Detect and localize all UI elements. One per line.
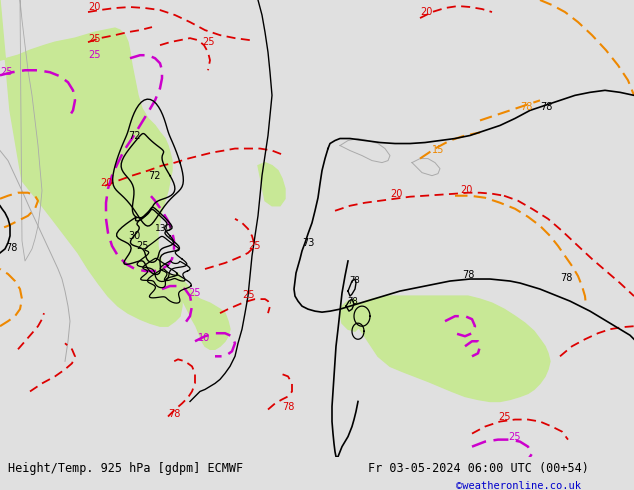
Polygon shape bbox=[348, 296, 550, 401]
Text: 20: 20 bbox=[390, 189, 403, 199]
Text: 25: 25 bbox=[88, 34, 101, 44]
Text: 78: 78 bbox=[347, 297, 358, 306]
Text: 78: 78 bbox=[462, 270, 474, 280]
Text: 78: 78 bbox=[282, 401, 294, 412]
Text: 25: 25 bbox=[508, 432, 521, 441]
Text: 25: 25 bbox=[242, 290, 254, 300]
Text: 25: 25 bbox=[248, 241, 261, 251]
Text: 72: 72 bbox=[128, 130, 141, 141]
Text: 78: 78 bbox=[5, 243, 17, 253]
Text: 72: 72 bbox=[148, 171, 160, 181]
Text: 78: 78 bbox=[168, 409, 181, 418]
Polygon shape bbox=[0, 0, 182, 326]
Text: 25: 25 bbox=[188, 288, 200, 298]
Text: 78: 78 bbox=[520, 102, 533, 112]
Text: 78: 78 bbox=[349, 276, 359, 285]
Text: 30: 30 bbox=[128, 231, 140, 241]
Text: 73: 73 bbox=[302, 238, 314, 248]
Text: 25: 25 bbox=[498, 412, 510, 421]
Polygon shape bbox=[172, 273, 230, 349]
Text: 25: 25 bbox=[202, 37, 214, 47]
Text: 20: 20 bbox=[88, 2, 100, 12]
Text: 20: 20 bbox=[420, 7, 432, 17]
Text: 78: 78 bbox=[540, 102, 552, 112]
Text: ©weatheronline.co.uk: ©weatheronline.co.uk bbox=[456, 481, 581, 490]
Text: 78: 78 bbox=[560, 273, 573, 283]
Text: Height/Temp. 925 hPa [gdpm] ECMWF: Height/Temp. 925 hPa [gdpm] ECMWF bbox=[8, 462, 243, 475]
Text: 20: 20 bbox=[460, 185, 472, 195]
Text: 25: 25 bbox=[136, 241, 148, 251]
Polygon shape bbox=[340, 299, 362, 331]
Text: 15: 15 bbox=[432, 145, 444, 154]
Text: 20: 20 bbox=[100, 178, 112, 188]
Text: Fr 03-05-2024 06:00 UTC (00+54): Fr 03-05-2024 06:00 UTC (00+54) bbox=[368, 462, 588, 475]
Polygon shape bbox=[258, 163, 285, 206]
Text: 130: 130 bbox=[155, 224, 172, 233]
Text: 25: 25 bbox=[88, 50, 101, 60]
Text: 10: 10 bbox=[198, 333, 210, 343]
Text: 25: 25 bbox=[0, 67, 13, 77]
